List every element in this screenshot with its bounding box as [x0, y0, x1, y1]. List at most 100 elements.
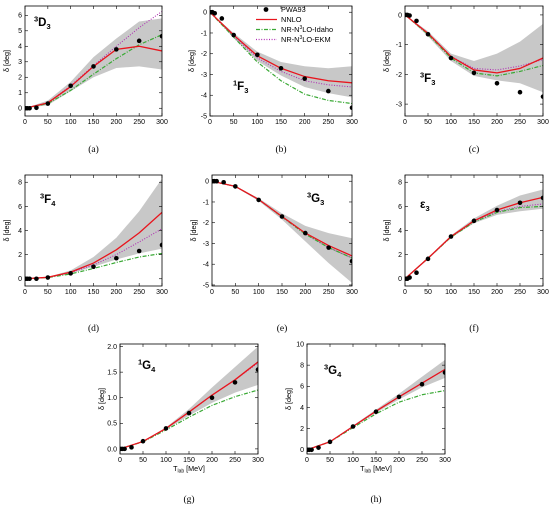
pwa93-point [214, 178, 219, 184]
plot-area [25, 178, 162, 282]
x-tick-label: 150 [88, 289, 100, 296]
y-tick-label: 6 [18, 13, 22, 20]
pwa93-point [442, 370, 445, 375]
x-tick-label: 50 [424, 119, 432, 126]
y-axis-label: δ [deg] [2, 220, 11, 242]
pwa93-point [448, 55, 454, 61]
x-label-sub: lab [177, 469, 184, 475]
x-tick-label: 250 [229, 457, 241, 464]
pwa93-point [540, 195, 543, 201]
pwa93-point [129, 445, 134, 450]
y-tick-label: 1.5 [107, 370, 117, 377]
y-tick-label: 10 [296, 341, 304, 348]
pwa93-point [159, 33, 162, 39]
pwa93-point [326, 245, 331, 250]
plot-frame [211, 174, 353, 287]
pwa93-point [209, 395, 215, 401]
pwa93-point [34, 276, 39, 282]
x-tick-label: 50 [326, 457, 334, 464]
title-sub: 3 [320, 198, 324, 207]
x-tick-label: 50 [424, 289, 432, 296]
x-tick-label: 250 [323, 289, 335, 296]
pwa93-point [327, 439, 333, 445]
y-tick-label: -5 [203, 282, 209, 289]
y-tick-label: 0 [205, 179, 209, 186]
pwa93-point [350, 424, 356, 429]
pwa93-point [186, 410, 192, 416]
x-tick-label: 300 [537, 289, 549, 296]
title-main: D [38, 17, 46, 29]
y-tick-label: 0 [300, 447, 304, 454]
y-tick-label: 0 [203, 10, 207, 17]
panel-g: 0 50 100 150 200 250 300 0.0 0.5 1.0 1.5 2.0 δ [deg]… [97, 343, 264, 505]
x-tick-label: 50 [44, 289, 52, 296]
y-axis-label: δ [deg] [97, 388, 106, 410]
x-label-unit: [MeV] [371, 464, 392, 473]
x-tick-label: 100 [251, 119, 263, 126]
y-tick-label: 8 [18, 180, 22, 187]
y-tick-label: -5 [201, 113, 207, 120]
x-tick-label: 50 [230, 119, 238, 126]
y-tick-label: -2 [201, 51, 207, 58]
title-sub: 4 [151, 365, 156, 374]
pwa93-point [471, 218, 477, 224]
y-tick-label: -3 [203, 241, 209, 248]
y-tick-label: 0.0 [107, 446, 117, 453]
legend-label-pre: NR-N [281, 25, 299, 34]
x-tick-label: 100 [253, 289, 265, 296]
y-tick-label: 2 [300, 426, 304, 433]
pwa93-point [349, 258, 352, 264]
pwa93-point [219, 16, 225, 21]
pwa93-point [540, 94, 543, 99]
y-tick-label: 4 [18, 228, 22, 235]
y-tick-label: -1 [203, 199, 209, 206]
x-tick-label: 250 [416, 457, 428, 464]
x-tick-label: 0 [210, 289, 214, 296]
y-tick-label: 6 [18, 204, 22, 211]
y-tick-label: 1.0 [107, 395, 117, 402]
y-tick-label: -2 [203, 220, 209, 227]
pwa93-point [407, 275, 412, 280]
pwa93-point [212, 10, 218, 16]
uncertainty-band [210, 12, 352, 98]
x-tick-label: 0 [403, 119, 407, 126]
y-tick-label: 0 [18, 276, 22, 283]
partial-wave-title: 3G3 [307, 191, 324, 208]
title-sub: 3 [431, 78, 435, 87]
plot-area [212, 178, 352, 283]
plot-area [307, 359, 445, 453]
x-tick-label: 150 [275, 119, 287, 126]
panel-caption: (e) [277, 323, 288, 334]
title-sub: 3 [244, 86, 248, 95]
x-tick-label: 0 [403, 289, 407, 296]
idaho-curve [405, 205, 543, 280]
x-label-unit: [MeV] [184, 464, 205, 473]
x-tick-label: 300 [252, 457, 264, 464]
pwa93-point [494, 80, 500, 86]
panel-caption: (b) [275, 144, 286, 155]
pwa93-point [303, 230, 308, 236]
ekm-curve [405, 203, 543, 280]
title-main: G [311, 193, 320, 205]
partial-wave-title: 3G4 [324, 363, 342, 380]
y-tick-label: 4 [300, 405, 304, 412]
partial-wave-title: ε3 [420, 199, 430, 213]
y-tick-label: 2 [18, 252, 22, 259]
pwa93-point [302, 76, 307, 81]
y-tick-label: 8 [398, 180, 402, 187]
title-sup: 3 [34, 15, 38, 24]
legend-point-symbol [263, 7, 269, 12]
title-sub: 4 [51, 199, 56, 208]
x-tick-label: 150 [370, 457, 382, 464]
legend-label: NR-N3LO-Idaho [281, 25, 333, 34]
partial-wave-title: 3D3 [34, 15, 51, 32]
pwa93-point [373, 409, 379, 414]
x-tick-label: 250 [322, 119, 334, 126]
x-tick-label: 100 [160, 457, 172, 464]
title-main: ε [420, 199, 426, 211]
x-tick-label: 50 [231, 289, 239, 296]
pwa93-point [27, 105, 32, 111]
